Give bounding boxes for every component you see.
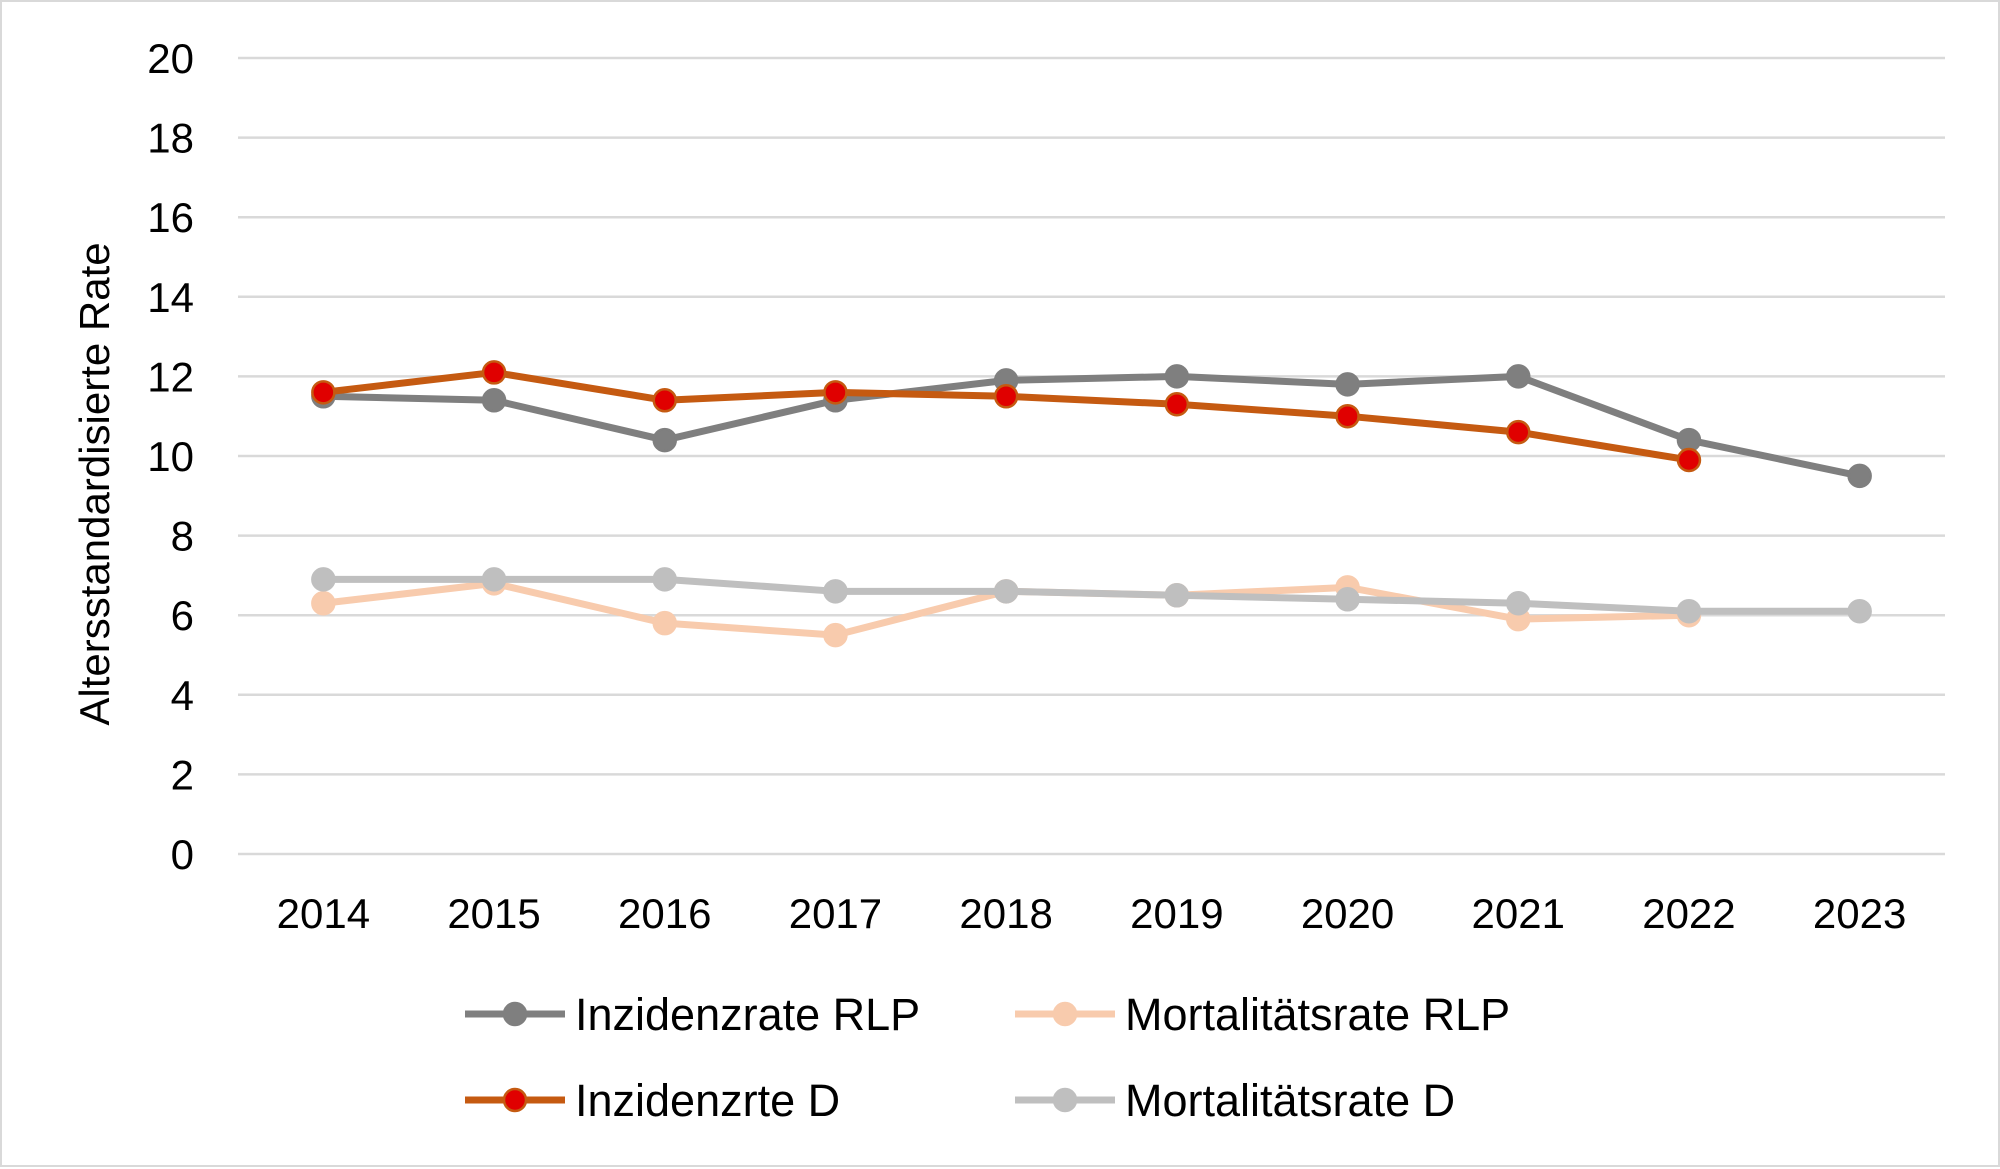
x-tick-label: 2018: [959, 890, 1052, 937]
legend-entry: Inzidenzrte D: [465, 1075, 840, 1126]
series-3: [311, 360, 1702, 473]
data-point: [652, 388, 677, 413]
legend-label: Mortalitätsrate RLP: [1125, 989, 1510, 1040]
legend: Inzidenzrate RLP Mortalitätsrate RLP Inzid…: [465, 989, 1510, 1126]
y-tick-label: 16: [147, 194, 194, 241]
series-4: [311, 567, 1872, 624]
series-layer: [311, 360, 1872, 648]
y-tick-label: 10: [147, 433, 194, 480]
x-tick-label: 2020: [1301, 890, 1394, 937]
y-axis-ticks: 0 2 4 6 8 10 12 14 16 18 20: [147, 35, 194, 878]
data-point: [823, 380, 848, 405]
y-tick-label: 8: [171, 513, 194, 560]
data-point: [481, 567, 507, 592]
data-point: [1676, 598, 1702, 624]
data-point: [1164, 364, 1190, 389]
legend-swatch-marker: [1052, 1087, 1078, 1113]
data-point: [652, 427, 677, 453]
data-point: [993, 384, 1019, 409]
x-tick-label: 2015: [447, 890, 540, 937]
legend-label: Mortalitätsrate D: [1125, 1075, 1455, 1126]
data-point: [993, 579, 1019, 604]
data-point: [1335, 403, 1360, 429]
data-point: [652, 610, 677, 636]
legend-swatch-marker: [502, 1001, 528, 1027]
x-tick-label: 2014: [277, 890, 370, 937]
legend-label: Inzidenzrate RLP: [575, 989, 920, 1040]
y-tick-label: 20: [147, 35, 194, 82]
data-point: [823, 622, 848, 648]
data-point: [1506, 419, 1531, 445]
y-tick-label: 0: [171, 831, 194, 878]
data-point: [1847, 598, 1872, 624]
data-point: [1847, 463, 1872, 489]
y-tick-label: 6: [171, 592, 194, 639]
y-tick-label: 4: [171, 672, 194, 719]
legend-entry: Mortalitätsrate RLP: [1015, 989, 1510, 1040]
data-point: [481, 360, 507, 385]
legend-entry: Inzidenzrate RLP: [465, 989, 920, 1040]
x-tick-label: 2017: [789, 890, 882, 937]
data-point: [823, 579, 848, 604]
series-line: [319, 575, 1864, 615]
legend-label: Inzidenzrte D: [575, 1075, 840, 1126]
data-point: [1164, 583, 1190, 608]
data-point: [311, 380, 336, 405]
data-point: [1335, 587, 1360, 612]
y-tick-label: 2: [171, 751, 194, 798]
data-point: [652, 567, 677, 592]
y-axis-title: Altersstandardisierte Rate: [71, 242, 118, 725]
x-tick-label: 2023: [1813, 890, 1906, 937]
x-tick-label: 2021: [1472, 890, 1565, 937]
data-point: [1676, 447, 1702, 473]
data-point: [1506, 364, 1531, 389]
data-point: [311, 567, 336, 592]
data-point: [1506, 591, 1531, 616]
data-point: [311, 591, 336, 616]
y-tick-label: 14: [147, 274, 194, 321]
data-point: [481, 388, 507, 413]
data-point: [1335, 372, 1360, 397]
x-tick-label: 2022: [1642, 890, 1735, 937]
legend-entry: Mortalitätsrate D: [1015, 1075, 1455, 1126]
y-tick-label: 18: [147, 115, 194, 162]
legend-swatch-marker: [1052, 1001, 1078, 1027]
legend-swatch-marker: [502, 1087, 528, 1113]
series-line: [319, 372, 1864, 480]
y-tick-label: 12: [147, 353, 194, 400]
x-tick-label: 2016: [618, 890, 711, 937]
data-point: [1164, 392, 1190, 417]
x-axis-ticks: 2014 2015 2016 2017 2018 2019 2020 2021 2022 2023: [277, 890, 1907, 937]
x-tick-label: 2019: [1130, 890, 1223, 937]
